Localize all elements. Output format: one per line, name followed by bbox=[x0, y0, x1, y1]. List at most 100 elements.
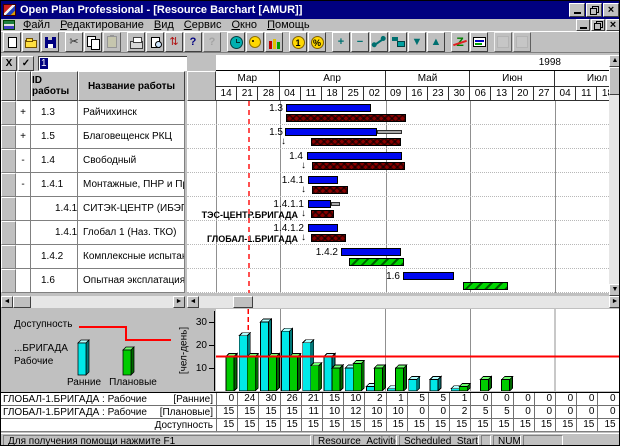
minimize-button[interactable] bbox=[569, 3, 585, 17]
scroll-left-icon[interactable]: ◄ bbox=[1, 296, 13, 308]
gantt-bar-early[interactable] bbox=[341, 248, 401, 256]
gantt-bar-baseline[interactable] bbox=[463, 282, 508, 290]
table-row[interactable]: +1.3 Райчихинск bbox=[1, 101, 185, 125]
row-selector[interactable] bbox=[1, 101, 16, 125]
row-expander[interactable] bbox=[16, 245, 31, 269]
table-row[interactable]: -1.4 Свободный bbox=[1, 149, 185, 173]
cut-button[interactable]: ✂ bbox=[65, 32, 83, 52]
document-icon[interactable] bbox=[3, 20, 15, 30]
help-button[interactable]: ? bbox=[184, 32, 202, 52]
row-expander[interactable] bbox=[16, 221, 31, 245]
close-button[interactable]: × bbox=[603, 3, 619, 17]
cancel-edit-button[interactable]: X bbox=[1, 55, 17, 71]
gantt-hscrollbar[interactable]: ◄ ► bbox=[187, 296, 619, 308]
gantt-bar-baseline[interactable] bbox=[312, 186, 348, 194]
restore-button[interactable] bbox=[586, 3, 602, 17]
gantt-bar-baseline[interactable] bbox=[312, 162, 405, 170]
table-row[interactable]: +1.5 Благовещенск РКЦ bbox=[1, 125, 185, 149]
menu-item-Вид[interactable]: Вид bbox=[153, 19, 174, 31]
menu-item-Сервис[interactable]: Сервис bbox=[183, 19, 222, 31]
resource-usage-table: ГЛОБАЛ-1.БРИГАДА : Рабочие [Ранние] 0 24 30 2… bbox=[1, 392, 619, 432]
gantt-bar-baseline[interactable] bbox=[286, 114, 406, 122]
id-column-header[interactable]: ID работы bbox=[31, 71, 78, 101]
row-expander[interactable]: - bbox=[16, 149, 31, 173]
app-icon[interactable] bbox=[3, 4, 16, 16]
row-selector[interactable] bbox=[1, 269, 16, 293]
scroll-track[interactable] bbox=[609, 55, 619, 296]
time-analysis-button[interactable] bbox=[227, 32, 245, 52]
scroll-track[interactable] bbox=[1, 296, 185, 308]
scroll-right-icon[interactable]: ► bbox=[173, 296, 185, 308]
move-up-button[interactable]: ▲ bbox=[427, 32, 445, 52]
resource-analysis-button[interactable] bbox=[246, 32, 264, 52]
scroll-up-icon[interactable]: ▲ bbox=[609, 55, 619, 67]
gantt-bar-early[interactable] bbox=[403, 272, 454, 280]
gantt-bar-baseline[interactable] bbox=[311, 138, 401, 146]
print-preview-button[interactable] bbox=[146, 32, 164, 52]
mdi-close-button[interactable]: × bbox=[606, 19, 619, 31]
delete-activity-button[interactable]: − bbox=[351, 32, 369, 52]
table-row[interactable]: 1.4.1 СИТЭК-ЦЕНТР (ИБЭП) bbox=[1, 197, 185, 221]
scroll-thumb[interactable] bbox=[233, 296, 253, 308]
print-button[interactable] bbox=[127, 32, 145, 52]
row-selector[interactable] bbox=[1, 125, 16, 149]
save-button[interactable] bbox=[41, 32, 59, 52]
add-activity-button[interactable]: + bbox=[332, 32, 350, 52]
scroll-right-icon[interactable]: ► bbox=[609, 296, 619, 308]
gantt-bar-early[interactable] bbox=[285, 128, 377, 136]
copy-button[interactable] bbox=[84, 32, 102, 52]
gantt-vscrollbar[interactable]: ▲ ▼ bbox=[609, 55, 619, 296]
row-expander[interactable]: + bbox=[16, 101, 31, 125]
gantt-bar-baseline[interactable] bbox=[311, 210, 334, 218]
table-hscrollbar[interactable]: ◄ ► bbox=[1, 296, 185, 308]
menu-item-Окно[interactable]: Окно bbox=[231, 19, 258, 31]
row-expander[interactable]: + bbox=[16, 125, 31, 149]
name-column-header[interactable]: Название работы bbox=[78, 71, 185, 101]
scroll-left-icon[interactable]: ◄ bbox=[187, 296, 199, 308]
open-button[interactable] bbox=[22, 32, 40, 52]
scroll-track[interactable] bbox=[187, 296, 619, 308]
gantt-bar-baseline[interactable] bbox=[311, 234, 346, 242]
table-row[interactable]: 1.4.1 Глобал 1 (Наз. ТКО) bbox=[1, 221, 185, 245]
gantt-bar-early[interactable] bbox=[307, 152, 402, 160]
mdi-minimize-button[interactable] bbox=[576, 19, 590, 31]
row-selector[interactable] bbox=[1, 221, 16, 245]
mdi-restore-button[interactable] bbox=[591, 19, 605, 31]
row-expander[interactable] bbox=[16, 269, 31, 293]
cost-button[interactable]: 1 bbox=[289, 32, 307, 52]
move-down-button[interactable]: ▼ bbox=[408, 32, 426, 52]
resource-value-cell: 10 bbox=[321, 406, 343, 419]
timenow-button[interactable]: Z bbox=[451, 32, 469, 52]
row-selector[interactable] bbox=[1, 197, 16, 221]
update-data-button[interactable]: ⇅ bbox=[165, 32, 183, 52]
menu-item-Файл[interactable]: Файл bbox=[23, 19, 51, 31]
resource-value-cell: 24 bbox=[237, 393, 258, 406]
screen-refresh-button[interactable] bbox=[470, 32, 488, 52]
gantt-bar-early[interactable] bbox=[308, 200, 331, 208]
gantt-bar-early[interactable] bbox=[308, 176, 338, 184]
scroll-thumb[interactable] bbox=[13, 296, 31, 308]
row-selector[interactable] bbox=[1, 149, 16, 173]
row-expander[interactable] bbox=[16, 197, 31, 221]
menu-item-Редактирование[interactable]: Редактирование bbox=[60, 19, 144, 31]
scroll-down-icon[interactable]: ▼ bbox=[609, 284, 619, 296]
gantt-bar-early[interactable] bbox=[308, 224, 338, 232]
histogram-view-button[interactable] bbox=[265, 32, 283, 52]
row-selector[interactable] bbox=[1, 173, 16, 197]
confirm-edit-button[interactable]: ✓ bbox=[18, 55, 34, 71]
scroll-thumb[interactable] bbox=[609, 67, 619, 95]
percent-complete-button[interactable]: % bbox=[308, 32, 326, 52]
subnet-button[interactable] bbox=[389, 32, 407, 52]
new-button[interactable] bbox=[3, 32, 21, 52]
row-selector[interactable] bbox=[1, 245, 16, 269]
link-activities-button[interactable] bbox=[370, 32, 388, 52]
row-expander[interactable]: - bbox=[16, 173, 31, 197]
resource-value-cell: 15 bbox=[512, 419, 534, 432]
gantt-bar-baseline[interactable] bbox=[349, 258, 404, 266]
status-panel-Scheduled_Start: Scheduled_Start bbox=[399, 434, 479, 445]
menu-item-Помощь[interactable]: Помощь bbox=[267, 19, 310, 31]
gantt-bar-early[interactable] bbox=[286, 104, 371, 112]
